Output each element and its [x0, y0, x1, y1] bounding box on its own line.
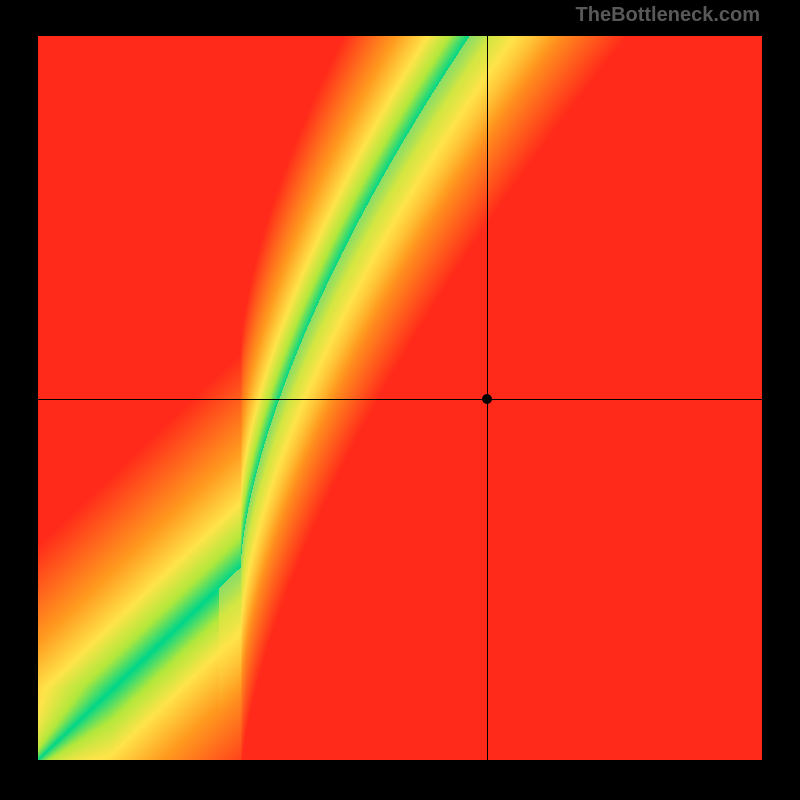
watermark-text: TheBottleneck.com	[576, 4, 760, 27]
plot-area	[38, 36, 762, 760]
crosshair-marker	[482, 394, 492, 404]
crosshair-horizontal	[38, 399, 762, 400]
bottleneck-heatmap	[38, 36, 762, 760]
